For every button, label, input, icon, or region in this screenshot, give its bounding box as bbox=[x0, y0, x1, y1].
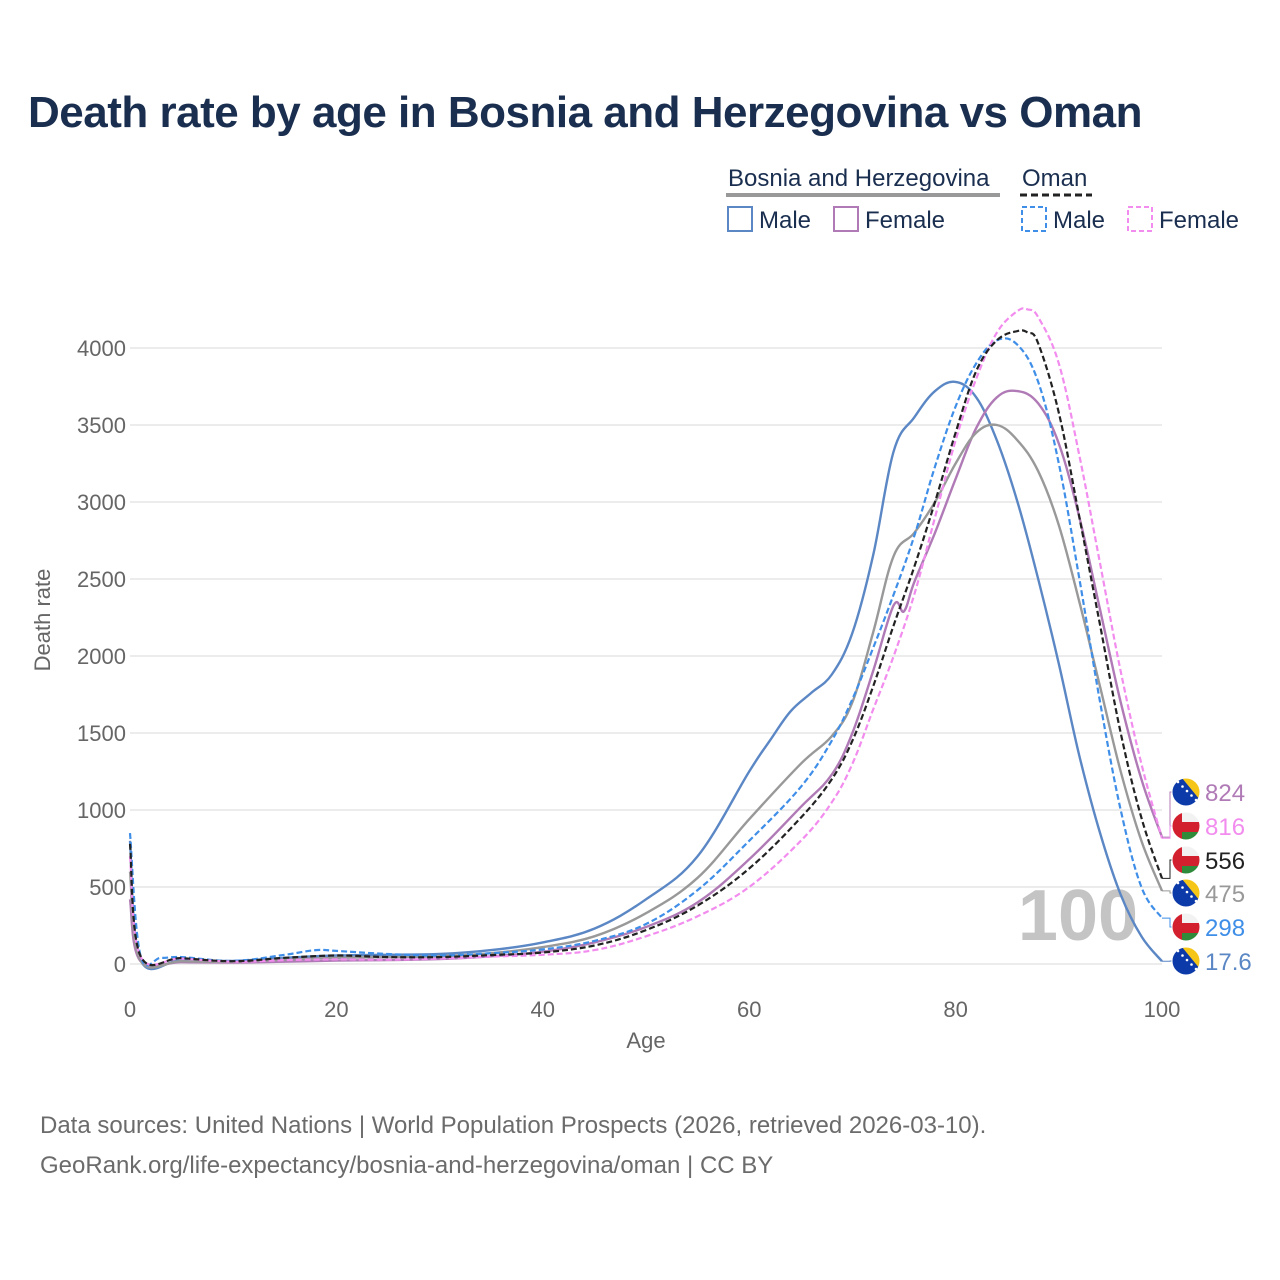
end-label-oman_male: 298 bbox=[1205, 915, 1245, 942]
y-tick-label: 0 bbox=[114, 952, 126, 977]
legend-bih-male-label[interactable]: Male bbox=[759, 207, 811, 234]
chart-title: Death rate by age in Bosnia and Herzegov… bbox=[28, 88, 1142, 137]
x-tick-label: 40 bbox=[531, 997, 555, 1022]
y-tick-label: 1000 bbox=[77, 798, 126, 823]
x-tick-label: 100 bbox=[1144, 997, 1181, 1022]
oman-flag-icon bbox=[1171, 845, 1201, 875]
footer-link[interactable]: GeoRank.org/life-expectancy/bosnia-and-h… bbox=[40, 1152, 774, 1179]
series-line-bih_female[interactable] bbox=[128, 389, 1164, 968]
series-line-oman_male[interactable] bbox=[128, 337, 1163, 967]
y-tick-label: 500 bbox=[89, 875, 126, 900]
legend: Bosnia and Herzegovina Oman Male Female … bbox=[726, 165, 1239, 234]
series-line-bih_male[interactable] bbox=[128, 380, 1163, 971]
end-label-bih_male: 17.6 bbox=[1205, 949, 1252, 976]
gridlines bbox=[130, 347, 1162, 965]
x-tick-label: 60 bbox=[737, 997, 761, 1022]
footer: Data sources: United Nations | World Pop… bbox=[40, 1106, 986, 1186]
legend-bih-male-swatch[interactable] bbox=[727, 206, 753, 232]
y-axis-title: Death rate bbox=[30, 569, 55, 672]
legend-oman-male-swatch[interactable] bbox=[1021, 206, 1047, 232]
legend-group-oman: Oman bbox=[1022, 165, 1087, 192]
year-watermark: 100 bbox=[1018, 876, 1138, 956]
oman-flag-icon bbox=[1171, 811, 1201, 841]
legend-oman-female-swatch[interactable] bbox=[1127, 206, 1153, 232]
x-tick-label: 80 bbox=[943, 997, 967, 1022]
y-tick-label: 2500 bbox=[77, 567, 126, 592]
legend-bih-female-label[interactable]: Female bbox=[865, 207, 945, 234]
oman-flag-icon bbox=[1171, 912, 1201, 942]
series-line-oman_female[interactable] bbox=[128, 307, 1164, 966]
x-tick-label: 0 bbox=[124, 997, 136, 1022]
end-label-oman_female: 816 bbox=[1205, 814, 1245, 841]
y-tick-label: 2000 bbox=[77, 644, 126, 669]
y-tick-label: 3000 bbox=[77, 490, 126, 515]
bosnia-flag-icon bbox=[1171, 878, 1201, 908]
axes: 0 500 1000 1500 2000 2500 3000 3500 4000 0 20 40 60 8… bbox=[30, 336, 1180, 1053]
y-tick-label: 3500 bbox=[77, 413, 126, 438]
y-tick-label: 1500 bbox=[77, 721, 126, 746]
end-label-bih_female: 824 bbox=[1205, 780, 1245, 807]
legend-oman-male-label[interactable]: Male bbox=[1053, 207, 1105, 234]
footer-sources: Data sources: United Nations | World Pop… bbox=[40, 1112, 987, 1139]
chart: Bosnia and Herzegovina Oman Male Female … bbox=[30, 165, 1252, 1053]
bosnia-flag-icon bbox=[1171, 777, 1201, 807]
series bbox=[128, 307, 1164, 971]
end-label-oman_total: 556 bbox=[1205, 848, 1245, 875]
end-labels: 824 816 556 475 298 17.6 bbox=[1162, 777, 1252, 976]
legend-oman-female-label[interactable]: Female bbox=[1159, 207, 1239, 234]
x-tick-label: 20 bbox=[324, 997, 348, 1022]
series-line-bih_total[interactable] bbox=[128, 423, 1164, 969]
legend-bih-female-swatch[interactable] bbox=[833, 206, 859, 232]
bosnia-flag-icon bbox=[1171, 946, 1201, 976]
legend-group-bih: Bosnia and Herzegovina bbox=[728, 165, 990, 192]
x-axis-title: Age bbox=[626, 1028, 665, 1053]
end-label-bih_total: 475 bbox=[1205, 881, 1245, 908]
y-tick-label: 4000 bbox=[77, 336, 126, 361]
